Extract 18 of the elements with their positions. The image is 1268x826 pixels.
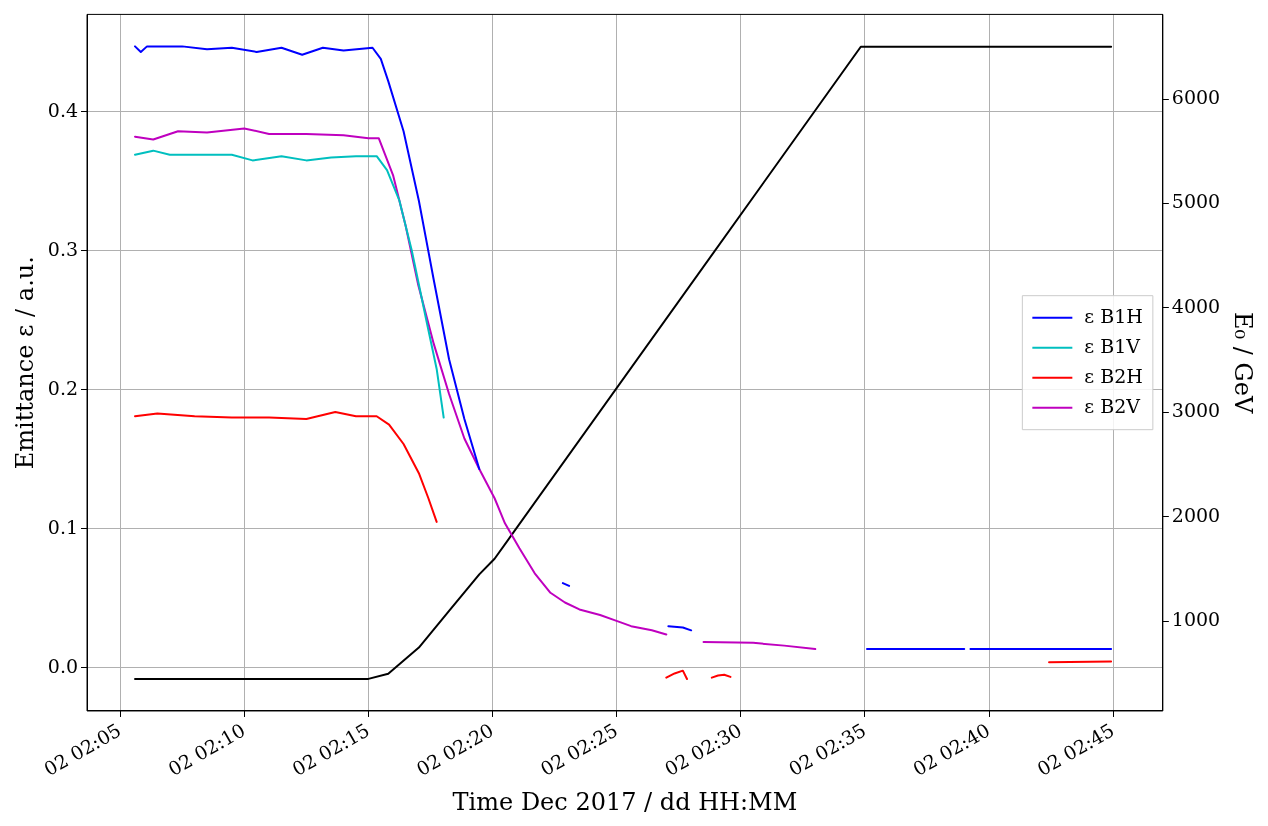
y-tick-label: 0.4: [47, 98, 79, 121]
y-axis-title: Emittance ε / a.u.: [10, 256, 39, 470]
y2-tick-label: 4000: [1171, 294, 1221, 317]
y2-tick-label: 3000: [1171, 399, 1221, 422]
y-tick-label: 0.3: [47, 237, 79, 260]
y2-axis-title: E₀ / GeV: [1229, 312, 1258, 414]
y2-tick-label: 2000: [1171, 503, 1221, 526]
y-tick-label: 0.1: [47, 515, 79, 538]
x-axis-title: Time Dec 2017 / dd HH:MM: [452, 787, 798, 816]
legend-label: ε B1V: [1084, 334, 1141, 357]
legend-label: ε B1H: [1084, 304, 1143, 327]
y2-tick-label: 1000: [1171, 608, 1221, 631]
y2-tick-label: 6000: [1171, 85, 1221, 108]
y-tick-label: 0.2: [47, 376, 79, 399]
legend-label: ε B2H: [1084, 364, 1143, 387]
legend-label: ε B2V: [1084, 394, 1141, 417]
y-tick-label: 0.0: [47, 654, 79, 677]
y2-tick-label: 5000: [1171, 190, 1221, 213]
